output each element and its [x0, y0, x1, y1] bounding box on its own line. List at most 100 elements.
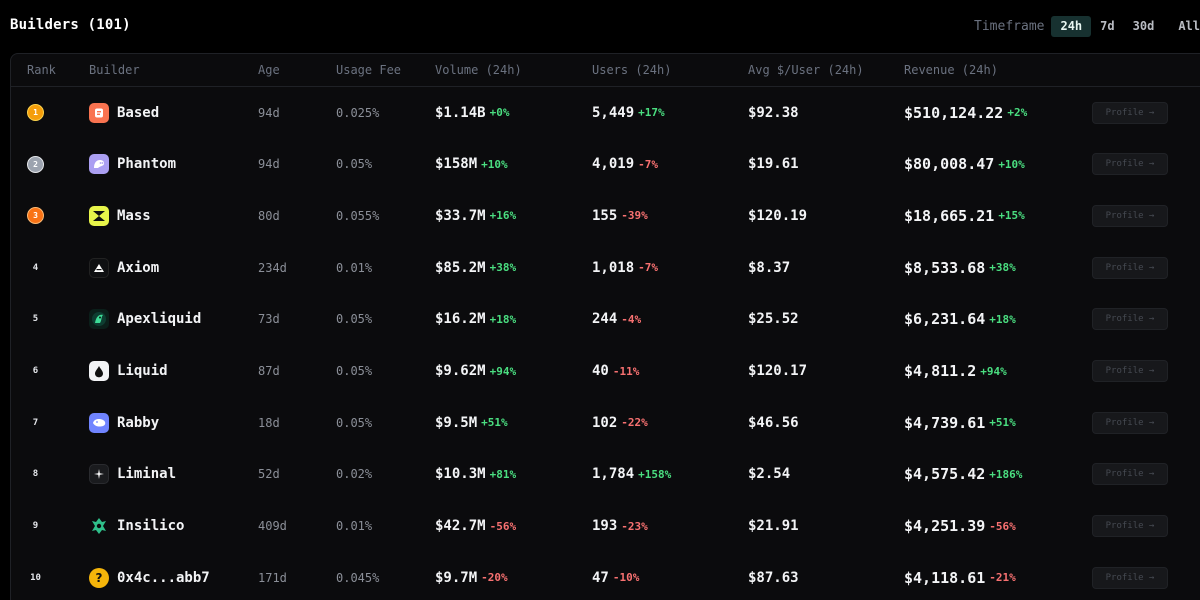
- builder-cell[interactable]: ? 0x4c...abb7: [89, 552, 210, 600]
- volume-change: +51%: [481, 416, 508, 430]
- avg-per-user-value: $120.19: [748, 207, 808, 224]
- table-row[interactable]: 3 Mass 80d 0.055% $33.7M +16% 155 -39% $…: [11, 190, 1200, 241]
- builder-cell[interactable]: Axiom: [89, 242, 159, 293]
- revenue-value: $4,575.42: [904, 465, 986, 484]
- column-header-usage-fee[interactable]: Usage Fee: [336, 63, 402, 77]
- profile-button[interactable]: Profile →: [1092, 101, 1168, 124]
- users-change: -39%: [621, 209, 648, 223]
- avg-per-user-value: $120.17: [748, 363, 808, 379]
- unknown-builder-icon: ?: [89, 567, 117, 588]
- builder-name[interactable]: Mass: [117, 207, 151, 224]
- users-value: 1,018: [592, 259, 635, 276]
- fee-cell: 0.01%: [336, 242, 372, 293]
- volume-change: +81%: [489, 467, 517, 481]
- rank-cell: 10: [27, 552, 44, 600]
- builder-name[interactable]: Apexliquid: [117, 311, 202, 328]
- timeframe-24h-button[interactable]: 24h: [1051, 15, 1092, 37]
- volume-value: $42.7M: [435, 518, 486, 535]
- table-row[interactable]: 5 Apexliquid 73d 0.05% $16.2M +18% 244 -…: [11, 294, 1200, 345]
- profile-cell: Profile →: [1092, 87, 1168, 138]
- age-value: 73d: [258, 312, 280, 327]
- table-row[interactable]: 10 ? 0x4c...abb7 171d 0.045% $9.7M -20% …: [11, 552, 1200, 600]
- table-row[interactable]: 2 Phantom 94d 0.05% $158M +10% 4,019 -7%…: [11, 139, 1200, 190]
- table-row[interactable]: 4 Axiom 234d 0.01% $85.2M +38% 1,018 -7%…: [11, 242, 1200, 293]
- volume-value: $158M: [435, 156, 478, 173]
- fee-cell: 0.05%: [336, 397, 372, 448]
- table-row[interactable]: 7 Rabby 18d 0.05% $9.5M +51% 102 -22% $4…: [11, 397, 1200, 448]
- avg-per-user-cell: $21.91: [748, 501, 799, 552]
- profile-cell: Profile →: [1092, 190, 1168, 241]
- rank-medal-icon: 2: [27, 155, 44, 173]
- usage-fee-value: 0.05%: [336, 312, 373, 327]
- users-change: +17%: [638, 106, 665, 119]
- builder-cell[interactable]: Liquid: [89, 346, 168, 397]
- avg-per-user-value: $92.38: [748, 104, 799, 121]
- profile-button[interactable]: Profile →: [1092, 463, 1168, 486]
- users-change: -23%: [621, 519, 648, 533]
- builder-cell[interactable]: Insilico: [89, 501, 184, 552]
- builder-name[interactable]: Based: [117, 104, 160, 121]
- table-row[interactable]: 1 Based 94d 0.025% $1.14B +0% 5,449 +17%…: [11, 87, 1200, 138]
- builder-cell[interactable]: Apexliquid: [89, 294, 201, 345]
- column-header-avg-per-user[interactable]: Avg $/User (24h): [748, 63, 864, 77]
- profile-button[interactable]: Profile →: [1092, 360, 1168, 382]
- profile-button[interactable]: Profile →: [1092, 256, 1168, 279]
- age-value: 80d: [258, 208, 280, 223]
- builder-cell[interactable]: Rabby: [89, 397, 159, 448]
- volume-change: +16%: [489, 209, 517, 223]
- profile-button[interactable]: Profile →: [1092, 153, 1168, 176]
- volume-cell: $158M +10%: [435, 139, 508, 190]
- users-change: +158%: [638, 467, 672, 481]
- avg-per-user-cell: $46.56: [748, 397, 799, 448]
- rank-cell: 1: [27, 87, 44, 138]
- builder-cell[interactable]: Mass: [89, 190, 151, 241]
- table-row[interactable]: 8 Liminal 52d 0.02% $10.3M +81% 1,784 +1…: [11, 449, 1200, 500]
- column-header-volume[interactable]: Volume (24h): [435, 63, 522, 77]
- revenue-value: $18,665.21: [904, 206, 995, 225]
- builder-name[interactable]: Axiom: [117, 259, 160, 276]
- age-cell: 94d: [258, 139, 280, 190]
- avg-per-user-value: $2.54: [748, 466, 791, 483]
- timeframe-all-button[interactable]: All: [1178, 18, 1200, 33]
- timeframe-30d-button[interactable]: 30d: [1132, 18, 1155, 33]
- profile-button[interactable]: Profile →: [1092, 204, 1168, 227]
- builder-name[interactable]: Rabby: [117, 414, 160, 431]
- column-header-rank[interactable]: Rank: [27, 63, 56, 77]
- users-change: -7%: [638, 261, 659, 275]
- builder-name[interactable]: 0x4c...abb7: [117, 569, 210, 586]
- builder-name[interactable]: Liminal: [117, 466, 177, 483]
- profile-button[interactable]: Profile →: [1092, 411, 1168, 434]
- liquid-logo-icon: [89, 361, 117, 381]
- liminal-logo-icon: [89, 464, 117, 485]
- profile-button[interactable]: Profile →: [1092, 566, 1168, 589]
- profile-button[interactable]: Profile →: [1092, 308, 1168, 331]
- builder-cell[interactable]: Phantom: [89, 139, 176, 190]
- column-header-users[interactable]: Users (24h): [592, 63, 672, 77]
- age-cell: 87d: [258, 346, 280, 397]
- column-header-builder[interactable]: Builder: [89, 63, 140, 77]
- table-row[interactable]: 9 Insilico 409d 0.01% $42.7M -56% 193 -2…: [11, 501, 1200, 552]
- usage-fee-value: 0.01%: [336, 260, 373, 275]
- column-header-revenue[interactable]: Revenue (24h): [904, 63, 998, 77]
- age-value: 94d: [258, 157, 280, 172]
- builder-cell[interactable]: Liminal: [89, 449, 176, 500]
- usage-fee-value: 0.055%: [336, 208, 380, 223]
- revenue-change: +186%: [989, 467, 1023, 481]
- builder-name[interactable]: Phantom: [117, 156, 177, 173]
- timeframe-label: Timeframe: [974, 18, 1045, 34]
- table-row[interactable]: 6 Liquid 87d 0.05% $9.62M +94% 40 -11% $…: [11, 346, 1200, 397]
- avg-per-user-cell: $8.37: [748, 242, 790, 293]
- volume-value: $85.2M: [435, 259, 486, 276]
- fee-cell: 0.05%: [336, 346, 372, 397]
- profile-cell: Profile →: [1092, 242, 1168, 293]
- timeframe-7d-button[interactable]: 7d: [1100, 18, 1115, 33]
- builder-name[interactable]: Liquid: [117, 363, 168, 379]
- revenue-value: $4,739.61: [904, 413, 986, 432]
- builder-cell[interactable]: Based: [89, 87, 159, 138]
- users-value: 102: [592, 414, 618, 431]
- rank-value: 7: [32, 417, 39, 428]
- builder-name[interactable]: Insilico: [117, 518, 185, 535]
- age-cell: 234d: [258, 242, 287, 293]
- column-header-age[interactable]: Age: [258, 63, 280, 77]
- profile-button[interactable]: Profile →: [1092, 515, 1168, 538]
